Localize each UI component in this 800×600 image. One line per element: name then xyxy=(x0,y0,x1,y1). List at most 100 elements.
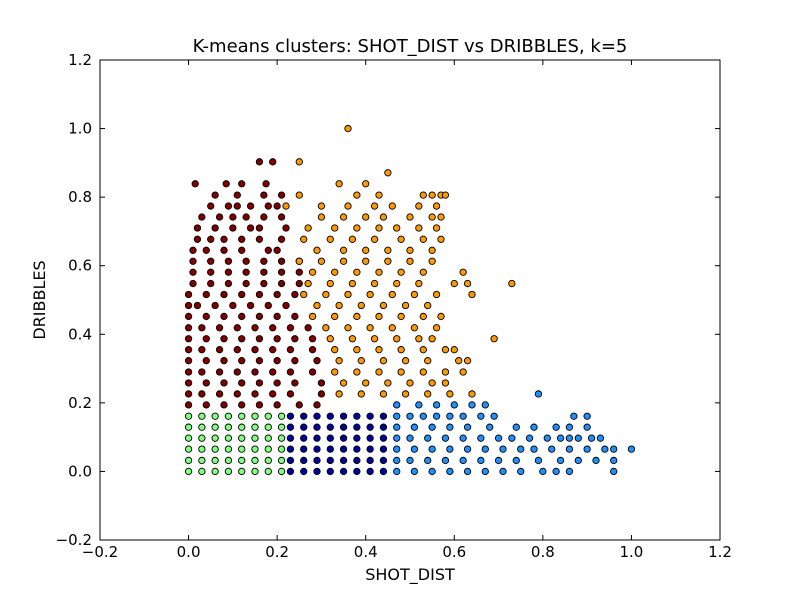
scatter-point xyxy=(233,368,241,376)
scatter-point xyxy=(277,445,286,453)
x-tick-label: 1.2 xyxy=(708,543,732,561)
scatter-point xyxy=(331,346,339,354)
scatter-point xyxy=(344,324,352,332)
scatter-point xyxy=(348,279,357,288)
scatter-point xyxy=(353,346,361,354)
scatter-point xyxy=(432,412,441,420)
scatter-point xyxy=(238,379,246,387)
scatter-point xyxy=(317,257,326,265)
scatter-point xyxy=(397,268,405,276)
scatter-point xyxy=(317,202,326,210)
scatter-point xyxy=(401,357,410,365)
scatter-point xyxy=(393,456,401,465)
scatter-point xyxy=(260,257,268,265)
scatter-point xyxy=(286,423,295,431)
scatter-point xyxy=(419,346,427,354)
y-tick-label: 0.8 xyxy=(68,188,92,206)
scatter-point xyxy=(211,423,219,431)
scatter-point xyxy=(494,434,503,442)
scatter-point xyxy=(366,467,374,476)
scatter-point xyxy=(189,268,197,276)
scatter-point xyxy=(610,467,618,476)
scatter-point xyxy=(393,224,401,232)
scatter-point xyxy=(255,224,264,232)
ticks-layer: −0.2 0.0 0.2 0.4 0.6 0.8 1.0 1.2 −0.2 0.0 0.2 0.4 0.… xyxy=(56,51,732,561)
scatter-point xyxy=(366,324,374,332)
scatter-point xyxy=(262,180,270,188)
scatter-point xyxy=(295,279,303,288)
scatter-point xyxy=(198,467,206,476)
scatter-point xyxy=(202,312,210,321)
scatter-point xyxy=(508,434,516,442)
scatter-point xyxy=(277,257,286,265)
scatter-point xyxy=(242,279,250,288)
scatter-point xyxy=(362,379,370,387)
scatter-point xyxy=(406,434,414,442)
scatter-point xyxy=(539,467,547,476)
scatter-point xyxy=(264,202,272,210)
scatter-point xyxy=(308,346,317,354)
scatter-point xyxy=(246,301,255,310)
scatter-point xyxy=(255,357,264,365)
scatter-point xyxy=(238,412,246,420)
scatter-point xyxy=(269,324,277,332)
scatter-point xyxy=(384,169,392,177)
scatter-point xyxy=(184,290,193,299)
scatter-point xyxy=(277,235,286,243)
plot-frame xyxy=(99,59,721,541)
scatter-point xyxy=(222,180,230,188)
scatter-point xyxy=(198,412,206,420)
scatter-point xyxy=(224,467,233,476)
scatter-point xyxy=(366,290,374,299)
scatter-point xyxy=(269,158,277,166)
scatter-point xyxy=(304,279,312,288)
scatter-point xyxy=(238,467,246,476)
scatter-point xyxy=(224,268,233,276)
scatter-point xyxy=(211,434,219,442)
scatter-point xyxy=(441,368,450,376)
scatter-point xyxy=(335,301,343,310)
scatter-point xyxy=(300,235,308,243)
scatter-point xyxy=(370,335,379,343)
points-layer xyxy=(184,124,636,476)
scatter-point xyxy=(220,290,228,299)
y-tick-label: 0.4 xyxy=(68,325,92,343)
scatter-point xyxy=(198,390,206,398)
scatter-point xyxy=(450,346,458,354)
scatter-point xyxy=(313,423,321,431)
scatter-point xyxy=(300,290,308,299)
scatter-point xyxy=(313,434,321,442)
scatter-point xyxy=(450,279,458,288)
scatter-point xyxy=(273,401,281,409)
series-3 xyxy=(184,412,286,476)
scatter-point xyxy=(326,456,334,465)
scatter-point xyxy=(238,445,246,453)
scatter-point xyxy=(384,379,392,387)
scatter-point xyxy=(255,235,264,243)
scatter-point xyxy=(255,335,264,343)
scatter-point xyxy=(273,246,281,254)
scatter-point xyxy=(499,445,507,453)
scatter-point xyxy=(424,301,432,310)
scatter-point xyxy=(508,279,516,288)
scatter-point xyxy=(184,357,193,365)
scatter-point xyxy=(463,357,472,365)
scatter-point xyxy=(322,290,330,299)
scatter-point xyxy=(189,257,197,265)
scatter-point xyxy=(410,290,419,299)
scatter-point xyxy=(375,224,383,232)
scatter-point xyxy=(255,379,264,387)
scatter-point xyxy=(353,191,361,199)
scatter-point xyxy=(233,202,241,210)
scatter-point xyxy=(441,434,450,442)
scatter-point xyxy=(326,445,334,453)
scatter-point xyxy=(331,368,339,376)
scatter-point xyxy=(384,257,392,265)
scatter-point xyxy=(446,412,454,420)
scatter-point xyxy=(277,279,286,288)
scatter-point xyxy=(295,257,303,265)
scatter-point xyxy=(300,467,308,476)
scatter-point xyxy=(291,312,299,321)
scatter-point xyxy=(335,357,343,365)
scatter-point xyxy=(202,290,210,299)
